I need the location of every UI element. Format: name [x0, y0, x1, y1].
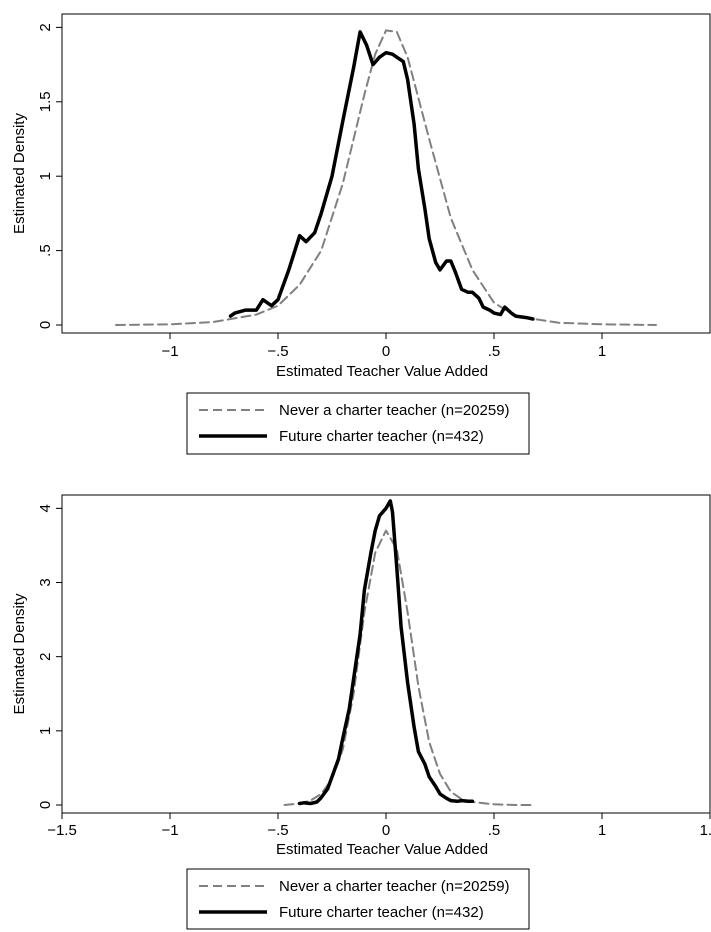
y-tick-label: 2	[37, 653, 54, 661]
plot-frame	[61, 13, 711, 334]
y-tick-label: 4	[37, 504, 54, 512]
x-tick-label: −1	[161, 822, 178, 839]
y-axis-label: Estimated Density	[11, 593, 28, 714]
density-chart-bottom-svg: 0 1 2 3 4 −1.5 −1 −.5 0 .5 1 1.5 Estimated Teacher V…	[11, 494, 711, 930]
y-tick-label: 0	[37, 801, 54, 809]
series-line-never-charter	[283, 529, 534, 806]
y-axis-label: Estimated Density	[11, 113, 28, 234]
y-tick-label: 1	[37, 727, 54, 735]
y-tick-label: 2	[37, 23, 54, 31]
density-chart-bottom: 0 1 2 3 4 −1.5 −1 −.5 0 .5 1 1.5 Estimated Teacher V…	[0, 480, 711, 932]
legend: Never a charter teacher (n=20259) Future …	[186, 868, 530, 930]
legend: Never a charter teacher (n=20259) Future …	[186, 392, 530, 455]
x-tick-label: .5	[488, 822, 501, 839]
series-line-future-charter	[297, 499, 475, 806]
x-tick-label: .5	[488, 343, 501, 360]
legend-box	[186, 868, 530, 930]
legend-label: Never a charter teacher (n=20259)	[279, 878, 510, 895]
x-tick-label: 0	[382, 822, 390, 839]
legend-label: Future charter teacher (n=432)	[279, 904, 484, 921]
x-tick-label: −1.5	[47, 822, 77, 839]
series-line-never-charter	[115, 29, 657, 326]
x-tick-label: 1	[598, 343, 606, 360]
y-tick-label: 1.5	[37, 91, 54, 112]
x-tick-label: −.5	[267, 343, 288, 360]
x-axis-label: Estimated Teacher Value Added	[276, 363, 488, 380]
density-chart-top: 0 .5 1 1.5 2 −1 −.5 0 .5 1 Estimated Teacher Value…	[11, 13, 711, 455]
y-tick-label: 1	[37, 172, 54, 180]
legend-label: Never a charter teacher (n=20259)	[279, 402, 510, 419]
legend-box	[186, 392, 530, 455]
x-axis-label: Estimated Teacher Value Added	[276, 841, 488, 858]
x-tick-label: −1	[161, 343, 178, 360]
series-line-future-charter	[228, 30, 535, 321]
plot-frame	[61, 494, 711, 814]
legend-label: Future charter teacher (n=432)	[279, 428, 484, 445]
density-chart-top-svg: 0 .5 1 1.5 2 −1 −.5 0 .5 1 Estimated Teacher Value…	[11, 13, 711, 455]
x-tick-label: 0	[382, 343, 390, 360]
y-tick-label: 3	[37, 578, 54, 586]
x-tick-label: 1	[598, 822, 606, 839]
y-tick-label: 0	[37, 321, 54, 329]
x-tick-label: −.5	[267, 822, 288, 839]
x-tick-label: 1.5	[700, 822, 711, 839]
y-tick-label: .5	[37, 244, 54, 257]
